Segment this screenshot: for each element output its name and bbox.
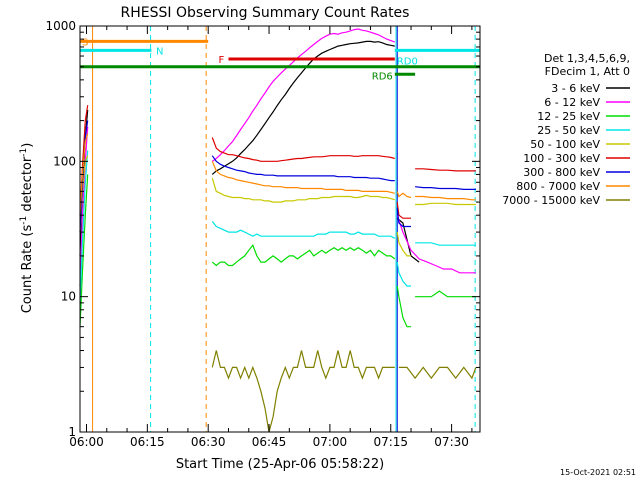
legend-label-1: 6 - 12 keV — [544, 96, 600, 109]
series-group — [79, 28, 477, 433]
axis-ticks: 06:00 06:15 06:30 06:45 07:00 07:15 07:30 1 10 10… — [45, 19, 480, 449]
flag-label-3: RD0 — [397, 56, 418, 67]
x-tick-label-2: 06:30 — [191, 435, 226, 449]
series-5-segment-1 — [211, 137, 395, 162]
series-7-segment-2 — [396, 191, 412, 199]
legend-label-5: 100 - 300 keV — [523, 152, 600, 165]
x-tick-label-6: 07:30 — [434, 435, 469, 449]
series-6-segment-2 — [396, 208, 411, 228]
legend: Det 1,3,4,5,6,9,FDecim 1, Att 0 3 - 6 keV… — [502, 52, 630, 207]
series-1-segment-2 — [396, 215, 476, 274]
footer-timestamp: 15-Oct-2021 02:51 — [560, 468, 636, 477]
vertical-markers — [92, 26, 476, 432]
flag-bars: S N F RD0 RD6 — [80, 37, 480, 82]
y-tick-label-3: 1000 — [45, 19, 76, 33]
x-axis-label: Start Time (25-Apr-06 05:58:22) — [176, 457, 384, 472]
legend-label-6: 300 - 800 keV — [523, 166, 600, 179]
legend-header-0: Det 1,3,4,5,6,9, — [544, 52, 630, 65]
series-0-segment-1 — [211, 40, 395, 175]
series-1-segment-0 — [79, 126, 89, 287]
legend-header-1: FDecim 1, Att 0 — [545, 65, 630, 78]
flag-label-5: RD6 — [372, 71, 393, 82]
legend-label-3: 25 - 50 keV — [537, 124, 600, 137]
series-6-segment-1 — [211, 155, 395, 182]
y-tick-label-0: 1 — [68, 425, 76, 439]
series-2-segment-0 — [79, 174, 89, 327]
y-tick-label-2: 100 — [53, 154, 76, 168]
series-4-segment-1 — [211, 178, 395, 203]
legend-label-4: 50 - 100 keV — [530, 138, 600, 151]
series-1-segment-1 — [211, 28, 396, 162]
y-tick-label-1: 10 — [61, 290, 76, 304]
series-3-segment-1 — [211, 221, 396, 239]
plot-frame — [79, 25, 481, 433]
legend-label-2: 12 - 25 keV — [537, 110, 600, 123]
flag-label-2: F — [218, 55, 224, 66]
x-tick-label-3: 06:45 — [252, 435, 287, 449]
series-8-segment-1 — [398, 366, 477, 380]
flag-label-0: S — [82, 37, 88, 48]
x-tick-label-5: 07:15 — [373, 435, 408, 449]
series-7-segment-1 — [211, 161, 395, 194]
legend-label-8: 7000 - 15000 keV — [502, 194, 600, 207]
series-3-segment-3 — [415, 242, 476, 246]
x-tick-label-0: 06:00 — [69, 435, 104, 449]
series-4-segment-2 — [396, 232, 411, 257]
series-0-segment-2 — [396, 217, 420, 263]
legend-label-0: 3 - 6 keV — [551, 82, 600, 95]
series-2-segment-3 — [415, 290, 476, 298]
series-8-segment-0 — [211, 350, 395, 433]
series-5-segment-2 — [396, 202, 411, 219]
series-4-segment-3 — [415, 202, 476, 206]
chart-title: RHESSI Observing Summary Count Rates — [121, 5, 410, 21]
series-2-segment-1 — [211, 243, 396, 267]
series-7-segment-0 — [79, 133, 89, 216]
legend-label-7: 800 - 7000 keV — [516, 180, 600, 193]
y-axis-label: Count Rate (s-1 detector-1) — [19, 143, 35, 314]
series-6-segment-3 — [415, 186, 476, 190]
x-tick-label-4: 07:00 — [313, 435, 348, 449]
series-3-segment-2 — [396, 262, 411, 287]
flag-label-1: N — [156, 46, 163, 57]
x-tick-label-1: 06:15 — [130, 435, 165, 449]
series-3-segment-0 — [79, 150, 89, 303]
series-2-segment-2 — [396, 285, 411, 328]
series-5-segment-3 — [415, 168, 476, 172]
series-7-segment-3 — [415, 195, 476, 201]
